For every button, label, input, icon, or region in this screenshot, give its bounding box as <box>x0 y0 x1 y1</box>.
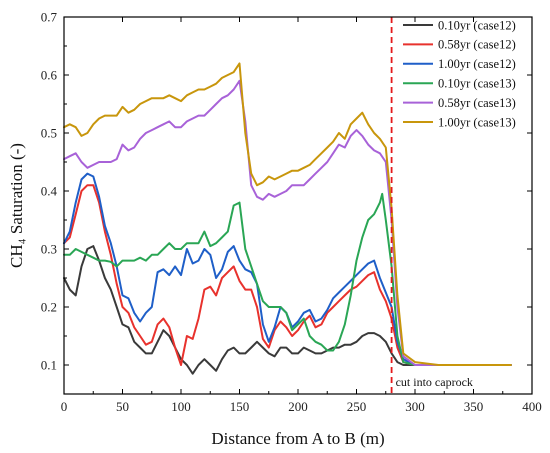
x-tick-label: 250 <box>347 399 367 414</box>
series-line-0 <box>63 245 512 375</box>
legend-label: 0.10yr (case13) <box>438 77 516 91</box>
legend: 0.10yr (case12) 0.58yr (case12) 1.00yr (ca… <box>403 18 516 129</box>
y-tick-label: 0.4 <box>41 184 58 199</box>
x-tick-label: 0 <box>61 399 68 414</box>
y-axis-ticks: 0.1 0.2 0.3 0.4 0.5 0.6 0.7 <box>41 10 532 373</box>
y-tick-label: 0.3 <box>41 242 57 257</box>
x-tick-label: 100 <box>171 399 191 414</box>
y-tick-label: 0.7 <box>41 10 58 25</box>
x-tick-label: 200 <box>288 399 308 414</box>
series-line-2 <box>63 172 512 366</box>
plot-frame <box>63 16 533 395</box>
series-line-5 <box>63 62 512 366</box>
legend-label: 1.00yr (case12) <box>438 57 516 71</box>
y-tick-label: 0.6 <box>41 68 58 83</box>
legend-label: 0.10yr (case12) <box>438 18 516 32</box>
legend-label: 0.58yr (case12) <box>438 38 516 52</box>
y-tick-label: 0.2 <box>41 300 57 315</box>
annotation-label: cut into caprock <box>396 375 473 389</box>
y-axis-title: CH₄ Saturation (-) <box>7 143 26 268</box>
series-line-3 <box>63 192 512 366</box>
x-tick-label: 150 <box>230 399 250 414</box>
x-tick-label: 350 <box>464 399 484 414</box>
x-tick-label: 400 <box>522 399 542 414</box>
x-tick-label: 300 <box>405 399 425 414</box>
y-tick-label: 0.1 <box>41 358 57 373</box>
y-tick-label: 0.5 <box>41 126 57 141</box>
series-layer <box>63 62 512 375</box>
series-line-1 <box>63 184 512 366</box>
x-axis-ticks: 0 50 100 150 200 250 300 350 400 <box>61 17 542 414</box>
legend-label: 1.00yr (case13) <box>438 115 516 129</box>
x-tick-label: 50 <box>116 399 129 414</box>
x-axis-title: Distance from A to B (m) <box>211 429 384 448</box>
legend-label: 0.58yr (case13) <box>438 96 516 110</box>
annotation-layer: cut into caprock <box>390 17 473 394</box>
